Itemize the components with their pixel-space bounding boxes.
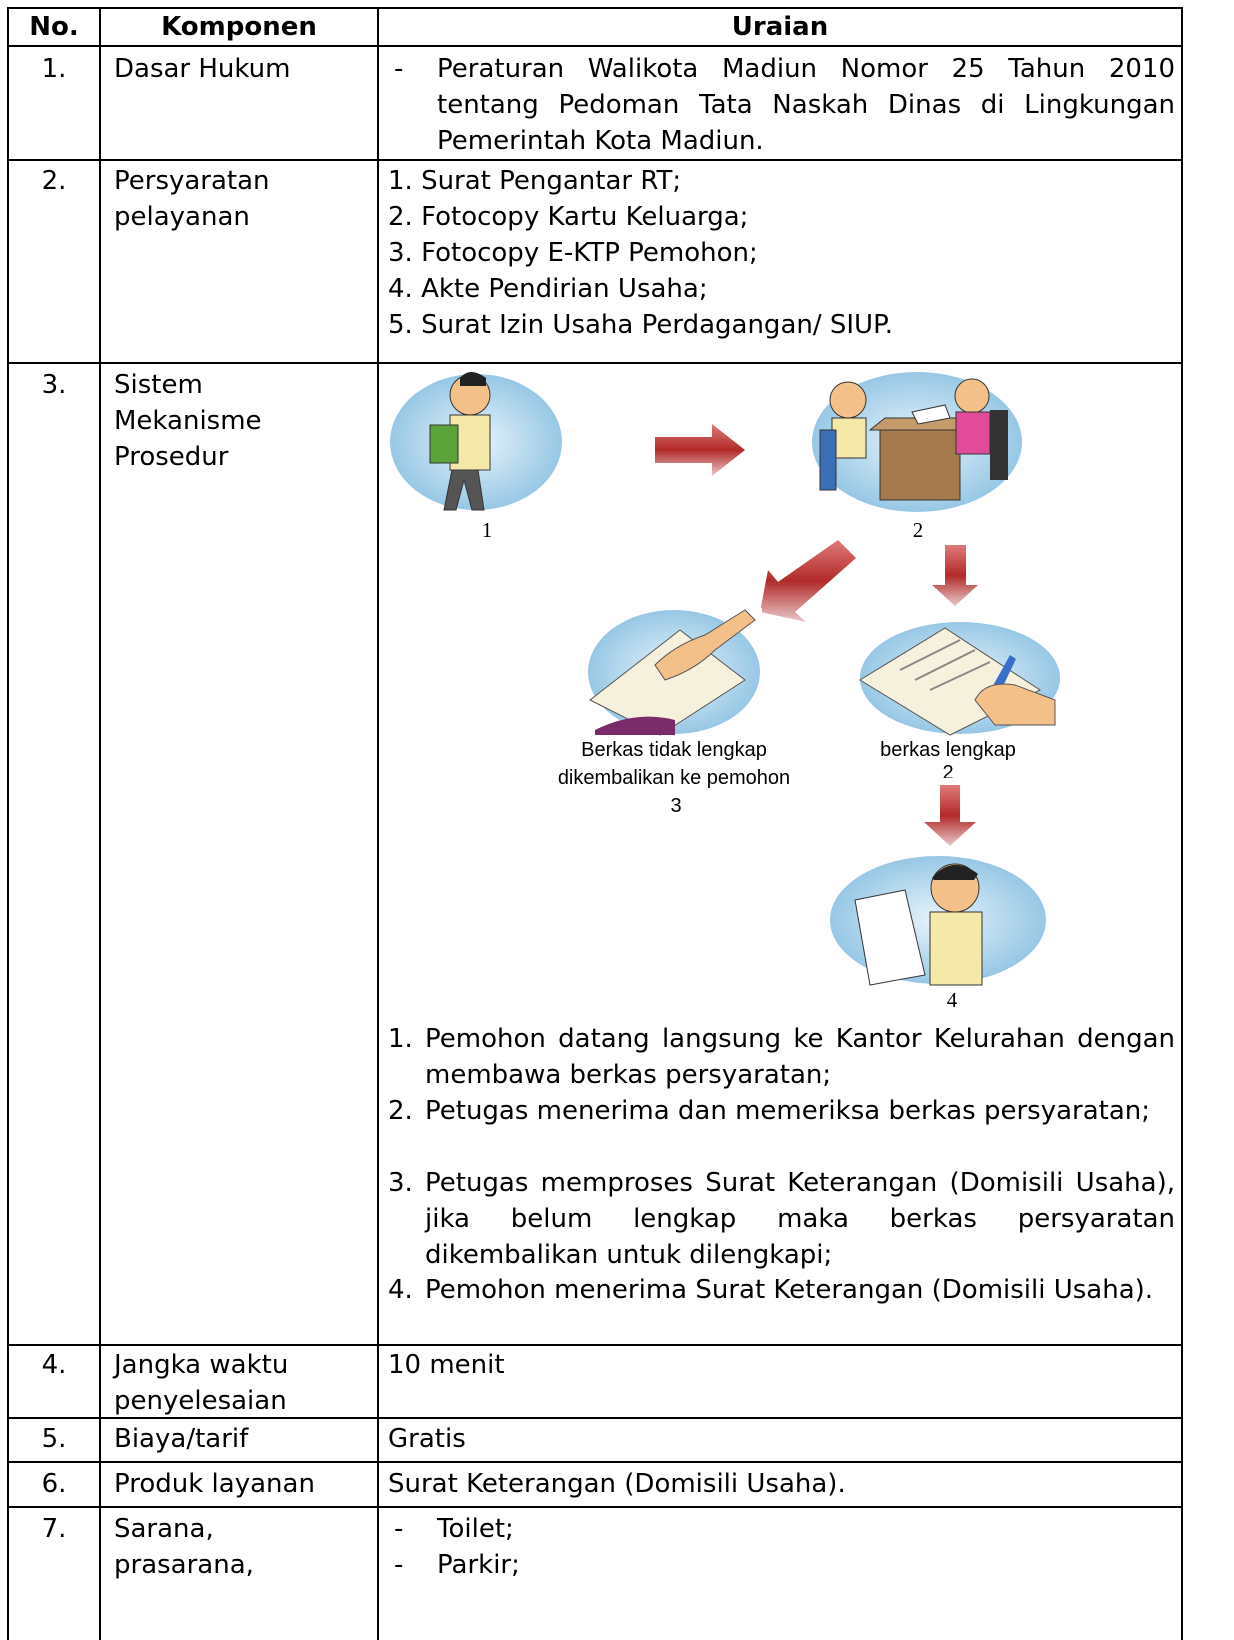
step-number: 3. xyxy=(388,1168,413,1198)
uraian-text: 10 menit xyxy=(388,1350,505,1380)
row-no: 4. xyxy=(41,1350,67,1380)
row-komponen: Dasar Hukum xyxy=(114,54,291,84)
step-number: 4. xyxy=(388,1275,413,1305)
step-text: Petugas memproses Surat Keterangan (Domi… xyxy=(425,1168,1175,1270)
arrows xyxy=(655,424,978,846)
row-komponen: Sarana, prasarana, xyxy=(114,1514,254,1580)
header-no: No. xyxy=(29,12,79,42)
list-item: 5. Surat Izin Usaha Perdagangan/ SIUP. xyxy=(388,310,893,340)
illustration-complete xyxy=(851,620,1111,736)
diagram-caption: berkas lengkap xyxy=(880,739,1016,761)
diagram-caption: dikembalikan ke pemohon xyxy=(557,767,791,789)
row-komponen: Sistem Mekanisme Prosedur xyxy=(114,370,262,472)
list-item: 2. Fotocopy Kartu Keluarga; xyxy=(388,202,749,232)
row-no: 3. xyxy=(41,370,67,400)
step-text: Petugas menerima dan memeriksa berkas pe… xyxy=(425,1096,1151,1126)
illustration-receive xyxy=(830,855,1048,986)
header-uraian: Uraian xyxy=(731,12,829,42)
row-no: 5. xyxy=(41,1424,67,1454)
diagram-caption: 1 xyxy=(481,518,493,542)
list-item: 3. Fotocopy E-KTP Pemohon; xyxy=(388,238,758,268)
row-komponen: Produk layanan xyxy=(114,1469,315,1499)
row-no: 6. xyxy=(41,1469,67,1499)
header-komponen: Komponen xyxy=(161,12,317,42)
row-no: 7. xyxy=(41,1514,67,1544)
row-komponen: Jangka waktu penyelesaian xyxy=(114,1350,289,1416)
step-text: Pemohon datang langsung ke Kantor Kelura… xyxy=(425,1024,1175,1090)
bullet: - xyxy=(394,1550,404,1580)
diagram-caption: 4 xyxy=(946,988,958,1012)
list-item: Toilet; xyxy=(437,1514,514,1544)
bullet: - xyxy=(394,1514,404,1544)
step-number: 1. xyxy=(388,1024,413,1054)
diagram-caption: 2 xyxy=(942,762,954,778)
uraian-text: Gratis xyxy=(388,1424,466,1454)
uraian-text: Peraturan Walikota Madiun Nomor 25 Tahun… xyxy=(437,54,1175,156)
uraian-text: Surat Keterangan (Domisili Usaha). xyxy=(388,1469,846,1499)
diagram-caption: Berkas tidak lengkap xyxy=(581,739,767,761)
row-no: 2. xyxy=(41,166,67,196)
step-text: Pemohon menerima Surat Keterangan (Domis… xyxy=(425,1275,1154,1305)
list-item: 1. Surat Pengantar RT; xyxy=(388,166,682,196)
step-number: 2. xyxy=(388,1096,413,1126)
row-no: 1. xyxy=(41,54,67,84)
illustration-applicant xyxy=(390,372,562,512)
diagram-caption: 3 xyxy=(670,795,682,817)
illustration-return xyxy=(587,608,762,736)
list-item: Parkir; xyxy=(437,1550,520,1580)
diagram-caption: 2 xyxy=(912,518,924,542)
list-item: 4. Akte Pendirian Usaha; xyxy=(388,274,708,304)
row-komponen: Persyaratan pelayanan xyxy=(114,166,270,232)
illustration-office xyxy=(812,372,1022,512)
row-komponen: Biaya/tarif xyxy=(114,1424,249,1454)
bullet: - xyxy=(394,54,404,84)
